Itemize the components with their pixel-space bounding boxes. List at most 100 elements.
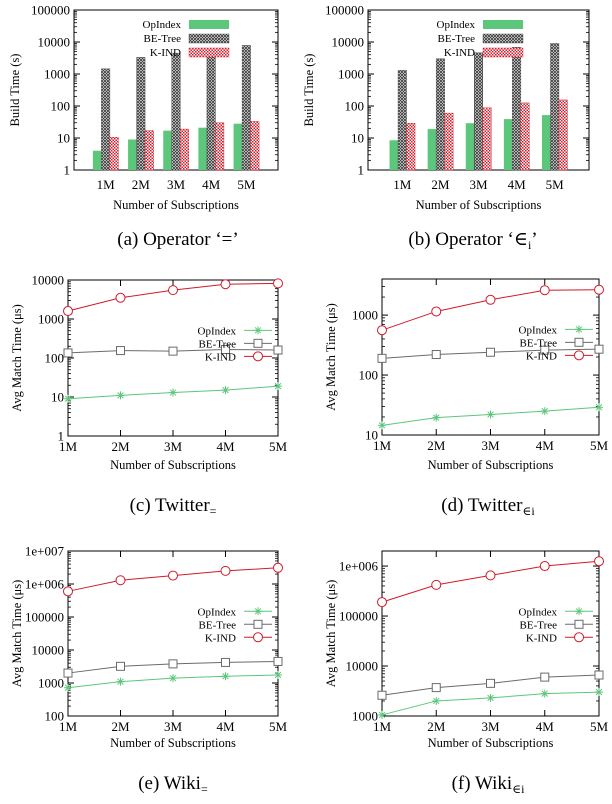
legend-betree-label: BE-Tree: [199, 338, 237, 350]
legend-betree-swatch: [482, 33, 524, 44]
opindex-point: [169, 388, 177, 397]
opindex-bar: [427, 129, 437, 170]
legend-betree-label: BE-Tree: [199, 619, 237, 631]
x-tick-label: 4M: [508, 177, 527, 192]
betree-point: [486, 678, 495, 688]
x-tick-label: 3M: [469, 177, 488, 192]
kind-bar: [180, 128, 189, 171]
x-tick-label: 1M: [393, 177, 412, 192]
kind-point: [220, 279, 231, 290]
legend-kind-label: K-IND: [526, 632, 557, 644]
y-tick-label: 100000: [31, 3, 70, 18]
betree-bar: [206, 49, 216, 171]
kind-point: [273, 278, 283, 289]
betree-point: [377, 690, 387, 700]
star-stroke: [274, 382, 282, 390]
star-stroke: [254, 327, 262, 334]
y-tick-label: 1000: [44, 67, 70, 82]
betree-point: [221, 657, 230, 667]
x-tick-label: 2M: [132, 177, 151, 192]
legend-kind-marker: [253, 351, 263, 362]
chart-e: 100 1000 10000 100000 1e+006 1e+007 1M 2M 3M 4M 5M…: [10, 544, 287, 797]
kind-point: [115, 575, 126, 586]
y-axis-label: Avg Match Time (μs): [324, 303, 338, 411]
y-tick-label: 10000: [346, 659, 379, 674]
y-tick-label: 10000: [32, 273, 65, 288]
opindex-point: [64, 394, 72, 403]
x-tick-label: 4M: [216, 439, 235, 454]
opindex-bar: [503, 119, 513, 170]
caption-suffix: ’: [531, 229, 537, 250]
x-tick-label: 5M: [590, 719, 609, 734]
opindex-bar: [163, 130, 172, 170]
kind-bar: [558, 99, 568, 171]
star-stroke: [274, 671, 282, 679]
kind-bar: [144, 130, 154, 171]
kind-bar: [520, 102, 530, 171]
legend-kind-marker: [574, 350, 584, 361]
betree-point: [221, 345, 230, 355]
betree-point: [431, 683, 441, 693]
opindex-point: [432, 413, 441, 422]
chart-a: 1 10 100 1000 10000 100000 1M 2M 3M 4M 5M Number of…: [8, 3, 279, 250]
betree-point: [594, 344, 604, 354]
legend-kind-swatch: [482, 47, 524, 58]
x-tick-label: 5M: [546, 177, 565, 192]
legend-betree-label: BE-Tree: [520, 337, 558, 349]
caption: (a) Operator ‘=’: [117, 229, 238, 250]
star-stroke: [64, 395, 72, 403]
kind-bar: [109, 137, 119, 171]
legend-betree-label: BE-Tree: [144, 33, 182, 45]
caption-subscript: =: [201, 782, 208, 796]
y-tick-label: 100: [45, 351, 65, 366]
kind-bar: [482, 107, 492, 171]
kind-line: [381, 560, 600, 603]
x-tick-label: 3M: [481, 438, 500, 453]
x-axis-label: Number of Subscriptions: [428, 736, 554, 750]
legend-betree-label: BE-Tree: [438, 33, 476, 45]
star-stroke: [117, 392, 124, 399]
star-stroke: [433, 697, 440, 705]
y-tick-label: 10000: [332, 35, 365, 50]
kind-point: [485, 570, 496, 581]
kind-point: [273, 562, 283, 573]
opindex-point: [64, 683, 72, 692]
y-axis-label: Avg Match Time (μs): [10, 304, 24, 412]
betree-bar: [550, 43, 560, 171]
caption-text: (b) Operator ‘∈: [408, 229, 528, 250]
betree-bar: [474, 52, 483, 171]
betree-bar: [397, 70, 407, 171]
legend-opindex-label: OpIndex: [519, 606, 558, 618]
opindex-point: [221, 672, 230, 681]
legend-opindex-label: OpIndex: [519, 324, 558, 336]
legend-opindex-label: OpIndex: [437, 19, 476, 31]
opindex-point: [486, 693, 495, 702]
star-stroke: [595, 404, 603, 411]
x-tick-label: 3M: [164, 719, 183, 734]
y-tick-label: 1000: [352, 308, 378, 323]
betree-point: [486, 347, 495, 357]
legend-opindex-label: OpIndex: [143, 19, 182, 31]
legend-kind-label: K-IND: [205, 351, 236, 363]
legend-betree-marker: [253, 338, 263, 348]
betree-point: [377, 353, 387, 363]
caption-text: (f) Wiki: [452, 773, 513, 794]
star-stroke: [254, 608, 262, 615]
betree-bar: [136, 57, 146, 171]
star-stroke: [487, 411, 494, 418]
chart-d: 10 100 1000 1M 2M 3M 4M 5M Number of Subscriptio…: [324, 278, 608, 518]
y-tick-label: 100000: [339, 609, 378, 624]
x-axis-label: Number of Subscriptions: [110, 458, 236, 472]
y-tick-label: 100: [345, 99, 365, 114]
opindex-bar: [233, 123, 243, 170]
chart-f: 1000 10000 100000 1e+006 1M 2M 3M 4M 5M Number of…: [324, 550, 609, 796]
legend-opindex-swatch: [189, 20, 229, 29]
opindex-bar: [198, 127, 207, 170]
betree-point: [63, 668, 73, 678]
legend-opindex-swatch: [483, 20, 523, 29]
y-tick-label: 100: [359, 368, 379, 383]
star-stroke: [487, 694, 494, 702]
caption: (c) Twitter=: [130, 495, 217, 518]
opindex-bar: [92, 150, 102, 170]
